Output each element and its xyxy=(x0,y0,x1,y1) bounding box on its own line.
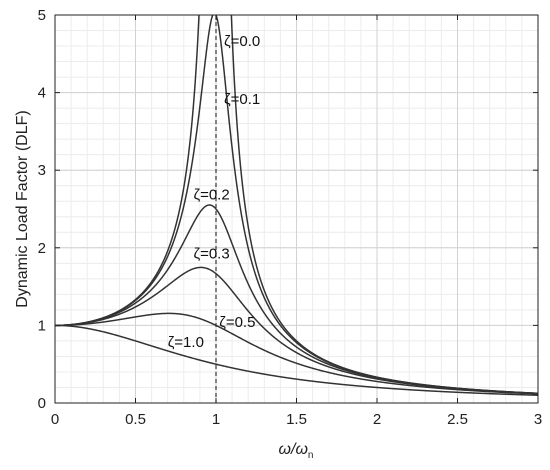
x-axis-label-subscript: n xyxy=(308,450,314,461)
x-tick-label: 0.5 xyxy=(125,411,146,428)
curves xyxy=(55,15,538,396)
y-tick-label: 5 xyxy=(38,7,46,24)
x-tick-label: 2.5 xyxy=(447,411,468,428)
curve-label-zeta-1.0: ζ=1.0 xyxy=(168,334,204,351)
y-tick-label: 3 xyxy=(38,162,46,179)
y-tick-label: 2 xyxy=(38,240,46,257)
axis-ticks xyxy=(54,14,539,404)
x-tick-label: 3 xyxy=(534,411,542,428)
y-tick-label: 1 xyxy=(38,317,46,334)
x-tick-label: 2 xyxy=(373,411,381,428)
curve-zeta-0.3 xyxy=(55,266,538,395)
x-tick-label: 0 xyxy=(51,411,59,428)
curve-zeta-0.5 xyxy=(55,312,538,395)
y-tick-label: 0 xyxy=(38,395,46,412)
x-axis-label-main: ω/ω xyxy=(279,441,308,458)
curve-labels: ζ=0.0 ζ=0.1 ζ=0.2 ζ=0.3 ζ=0.5 ζ=1.0 xyxy=(168,33,261,351)
x-tick-label: 1 xyxy=(212,411,220,428)
x-tick-label: 1.5 xyxy=(286,411,307,428)
curve-label-zeta-0.3: ζ=0.3 xyxy=(193,246,229,263)
tick-labels: 0 0.5 1 1.5 2 2.5 3 0 1 2 3 4 5 xyxy=(38,7,543,428)
x-axis-label: ω/ωn xyxy=(279,441,314,461)
curve-label-zeta-0.2: ζ=0.2 xyxy=(193,187,229,204)
curve-label-zeta-0.0: ζ=0.0 xyxy=(224,33,260,50)
curve-zeta-1.0 xyxy=(55,324,538,396)
curve-label-zeta-0.5: ζ=0.5 xyxy=(219,314,255,331)
curve-label-zeta-0.1: ζ=0.1 xyxy=(224,91,260,108)
y-axis-label: Dynamic Load Factor (DLF) xyxy=(14,110,31,307)
y-tick-label: 4 xyxy=(38,85,46,102)
